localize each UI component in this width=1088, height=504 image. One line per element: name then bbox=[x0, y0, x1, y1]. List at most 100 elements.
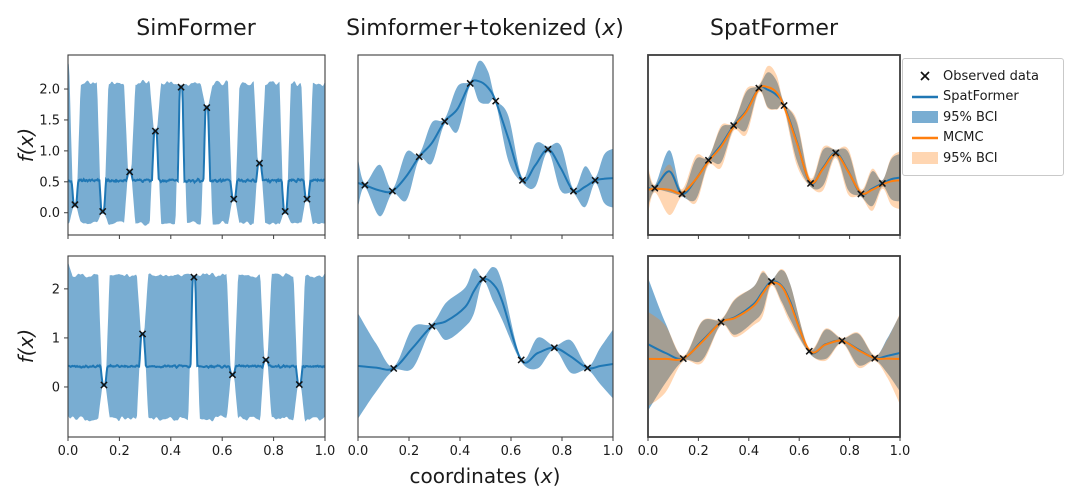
x-marker-icon bbox=[911, 69, 943, 83]
observed-point-marker bbox=[550, 344, 558, 352]
observed-point-marker bbox=[569, 187, 578, 195]
observed-point-marker bbox=[678, 190, 686, 198]
observed-markers bbox=[390, 275, 592, 373]
observed-point-marker bbox=[518, 176, 527, 184]
observed-point-marker bbox=[228, 371, 237, 379]
x-tick-label: 0.8 bbox=[552, 444, 573, 459]
observed-point-marker bbox=[262, 356, 270, 364]
observed-point-marker bbox=[466, 79, 474, 88]
observed-point-marker bbox=[190, 273, 198, 281]
observed-point-marker bbox=[878, 179, 886, 188]
y-tick-label: 0.0 bbox=[39, 206, 60, 221]
legend-item-observed-data: Observed data bbox=[911, 66, 1055, 86]
observed-point-marker bbox=[806, 179, 815, 188]
observed-point-marker bbox=[361, 181, 369, 189]
observed-point-marker bbox=[428, 322, 436, 330]
axes-spines bbox=[357, 54, 614, 236]
subplot-tokenized-row2 bbox=[358, 266, 613, 419]
axes-spines bbox=[67, 255, 326, 438]
observed-point-marker bbox=[151, 127, 160, 135]
observed-point-marker bbox=[832, 149, 840, 157]
confidence-band-blue bbox=[68, 61, 325, 226]
legend-label: 95% BCI bbox=[943, 109, 998, 125]
mean-line-spatformer bbox=[68, 86, 325, 213]
y-tick-label: 0 bbox=[52, 380, 60, 395]
confidence-band-blue bbox=[358, 266, 613, 419]
x-tick-label: 0.8 bbox=[839, 444, 860, 459]
subplot-simformer-row1 bbox=[68, 61, 325, 226]
orange-line-icon bbox=[911, 131, 943, 145]
orange-patch-icon bbox=[911, 151, 943, 165]
y-tick-label: 0.5 bbox=[39, 175, 60, 190]
observed-point-marker bbox=[544, 145, 552, 153]
observed-point-marker bbox=[203, 103, 211, 112]
legend-label: Observed data bbox=[943, 68, 1039, 84]
x-tick-label: 1.0 bbox=[890, 444, 911, 459]
x-tick-label: 0.4 bbox=[738, 444, 759, 459]
observed-point-marker bbox=[704, 156, 713, 164]
observed-markers bbox=[100, 273, 303, 389]
legend-label: MCMC bbox=[943, 130, 984, 145]
subplot-spatformer-row1 bbox=[648, 65, 900, 216]
axes-spines bbox=[67, 54, 326, 236]
x-axis-label: coordinates (x) bbox=[409, 464, 561, 488]
x-tick-label: 0.8 bbox=[263, 444, 284, 459]
observed-point-marker bbox=[780, 101, 788, 110]
observed-point-marker bbox=[255, 159, 264, 167]
observed-point-marker bbox=[583, 364, 592, 372]
observed-point-marker bbox=[591, 176, 599, 184]
x-tick-label: 0.6 bbox=[501, 444, 522, 459]
axes-spines bbox=[647, 54, 901, 236]
legend-item-mcmc: MCMC bbox=[911, 128, 1055, 148]
x-tick-label: 0.6 bbox=[789, 444, 810, 459]
observed-point-marker bbox=[177, 83, 185, 91]
y-tick-label: 1.0 bbox=[39, 144, 60, 159]
title-simformer-tokenized: Simformer+tokenized (x) bbox=[346, 16, 624, 41]
mean-line-spatformer bbox=[68, 276, 325, 386]
observed-point-marker bbox=[767, 277, 776, 286]
confidence-band-orange bbox=[648, 268, 900, 407]
observed-markers bbox=[651, 84, 886, 198]
y-tick-label: 1 bbox=[52, 331, 60, 346]
observed-point-marker bbox=[651, 184, 659, 192]
legend-label: SpatFormer bbox=[943, 89, 1019, 104]
observed-point-marker bbox=[71, 201, 79, 209]
confidence-band-blue bbox=[68, 261, 325, 422]
observed-point-marker bbox=[492, 97, 500, 105]
x-tick-label: 0.4 bbox=[160, 444, 181, 459]
observed-point-marker bbox=[838, 337, 846, 345]
legend: Observed data SpatFormer 95% BCI MCMC 95… bbox=[902, 58, 1064, 176]
observed-point-marker bbox=[755, 84, 763, 92]
axes-spines bbox=[647, 255, 901, 438]
observed-point-marker bbox=[871, 354, 879, 362]
confidence-band-blue bbox=[648, 72, 900, 207]
subplot-spatformer-row2 bbox=[648, 268, 900, 411]
blue-patch-icon bbox=[911, 110, 943, 124]
title-spatformer: SpatFormer bbox=[709, 16, 839, 41]
observed-markers bbox=[71, 83, 311, 216]
legend-label: 95% BCI bbox=[943, 150, 998, 166]
y-tick-label: 2.0 bbox=[39, 83, 60, 98]
observed-markers bbox=[679, 277, 879, 363]
observed-point-marker bbox=[138, 330, 147, 338]
title-simformer: SimFormer bbox=[136, 16, 256, 41]
x-tick-label: 0.2 bbox=[688, 444, 709, 459]
x-tick-label: 0.6 bbox=[212, 444, 233, 459]
x-tick-label: 1.0 bbox=[603, 444, 624, 459]
x-tick-label: 0.2 bbox=[109, 444, 130, 459]
observed-point-marker bbox=[717, 318, 725, 326]
axes-spines bbox=[357, 255, 614, 438]
observed-point-marker bbox=[479, 275, 487, 283]
x-tick-label: 0.0 bbox=[58, 444, 79, 459]
y-tick-label: 1.5 bbox=[39, 113, 60, 128]
observed-markers bbox=[361, 79, 599, 195]
confidence-band-blue bbox=[358, 60, 613, 217]
observed-point-marker bbox=[303, 195, 311, 203]
observed-point-marker bbox=[230, 195, 238, 203]
x-tick-label: 0.2 bbox=[399, 444, 420, 459]
blue-line-icon bbox=[911, 90, 943, 104]
observed-point-marker bbox=[100, 381, 108, 389]
y-tick-label: 2 bbox=[52, 282, 60, 297]
